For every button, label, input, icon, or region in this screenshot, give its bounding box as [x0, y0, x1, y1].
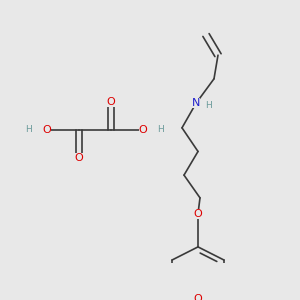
Text: O: O	[194, 294, 202, 300]
Text: N: N	[192, 98, 200, 108]
Text: O: O	[106, 97, 116, 106]
Text: H: H	[26, 125, 32, 134]
Text: H: H	[206, 101, 212, 110]
Text: H: H	[158, 125, 164, 134]
Text: O: O	[75, 153, 83, 163]
Text: O: O	[139, 124, 147, 135]
Text: O: O	[194, 208, 202, 219]
Text: O: O	[43, 124, 51, 135]
